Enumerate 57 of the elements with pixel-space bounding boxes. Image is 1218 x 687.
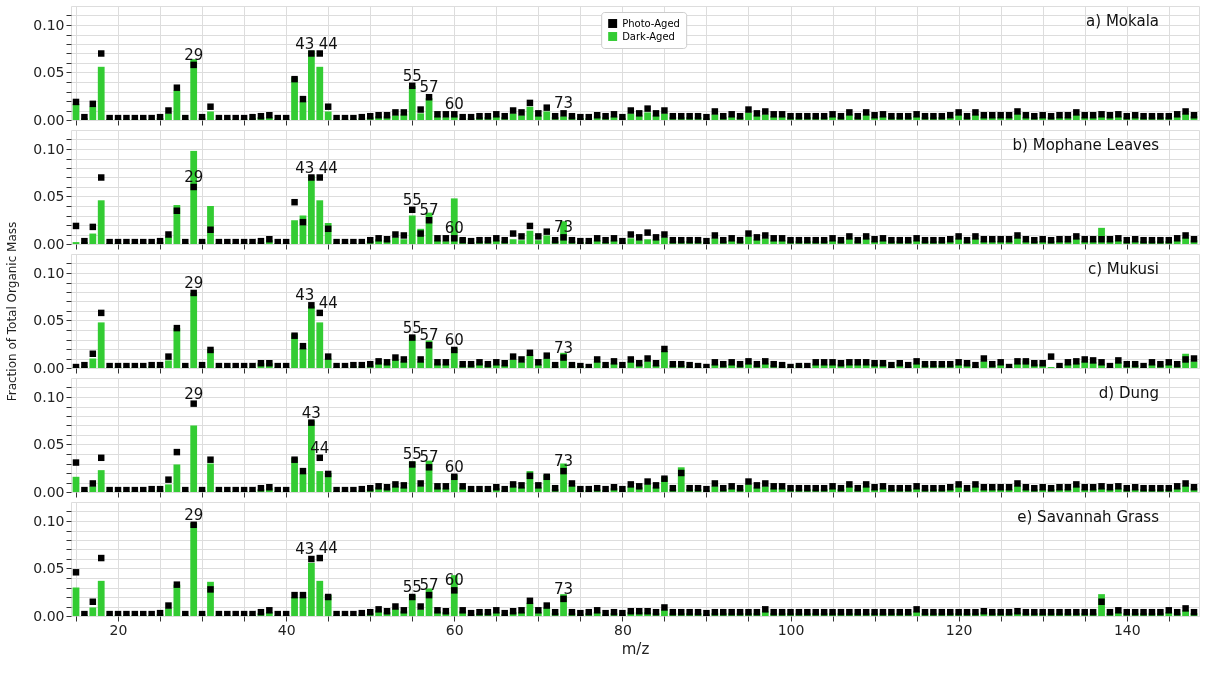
x-tick-label: 80 (613, 621, 632, 638)
annotation: 73 (554, 338, 574, 357)
annotation: 29 (184, 505, 204, 524)
x-axis-title: m/z (621, 639, 650, 658)
y-tick-label: 0.10 (33, 512, 65, 529)
annotation: 29 (184, 384, 204, 403)
annotation: 60 (444, 95, 464, 114)
chart-title: e) Savannah Grass (1017, 508, 1160, 526)
y-tick-label: 0.05 (33, 560, 65, 576)
annotation: 57 (419, 576, 439, 595)
y-tick-label: 0.10 (33, 388, 65, 405)
legend-label: Dark-Aged (622, 30, 675, 42)
annotation: 43 (295, 34, 315, 53)
y-tick-label: 0.10 (33, 16, 65, 33)
annotation: 29 (184, 45, 204, 64)
y-tick-label: 0.05 (33, 312, 65, 328)
x-tick-label: 40 (277, 621, 296, 638)
x-tick-label: 100 (777, 621, 805, 638)
annotation: 73 (554, 94, 574, 113)
chart-title: d) Dung (1098, 384, 1159, 402)
annotation: 44 (318, 34, 338, 53)
annotation: 44 (318, 158, 338, 177)
y-tick-label: 0.05 (33, 188, 65, 204)
annotation: 44 (318, 539, 338, 558)
chart-title: c) Mukusi (1087, 260, 1159, 278)
chart-title: b) Mophane Leaves (1012, 136, 1160, 154)
annotation: 43 (295, 286, 315, 305)
y-tick-label: 0.00 (33, 607, 65, 624)
x-tick-label: 140 (1113, 621, 1141, 638)
annotation: 57 (419, 448, 439, 467)
y-tick-label: 0.00 (33, 111, 65, 128)
annotation: 60 (444, 457, 464, 476)
y-tick-label: 0.10 (33, 140, 65, 157)
annotation: 55 (402, 190, 422, 209)
annotation: 55 (402, 578, 422, 596)
y-tick-label: 0.05 (33, 64, 65, 80)
legend-label: Photo-Aged (622, 17, 680, 29)
x-tick-label: 20 (109, 621, 128, 638)
annotation: 43 (301, 403, 321, 422)
annotation: 44 (318, 293, 338, 312)
x-tick-label: 120 (945, 621, 973, 638)
annotation: 60 (444, 330, 464, 349)
x-tick-label: 60 (445, 621, 464, 638)
annotation: 73 (554, 452, 574, 471)
y-tick-label: 0.00 (33, 483, 65, 500)
annotation: 55 (402, 66, 422, 85)
chart-title: a) Mokala (1086, 12, 1159, 30)
y-tick-label: 0.05 (33, 436, 65, 452)
annotation: 43 (295, 540, 315, 558)
y-tick-label: 0.00 (33, 359, 65, 376)
annotation: 43 (295, 158, 315, 177)
y-tick-label: 0.00 (33, 235, 65, 252)
annotation: 55 (402, 318, 422, 337)
y-axis-title: Fraction of Total Organic Mass (5, 221, 20, 402)
annotation: 29 (184, 273, 204, 292)
annotation: 73 (554, 579, 574, 598)
y-tick-label: 0.10 (33, 264, 65, 281)
